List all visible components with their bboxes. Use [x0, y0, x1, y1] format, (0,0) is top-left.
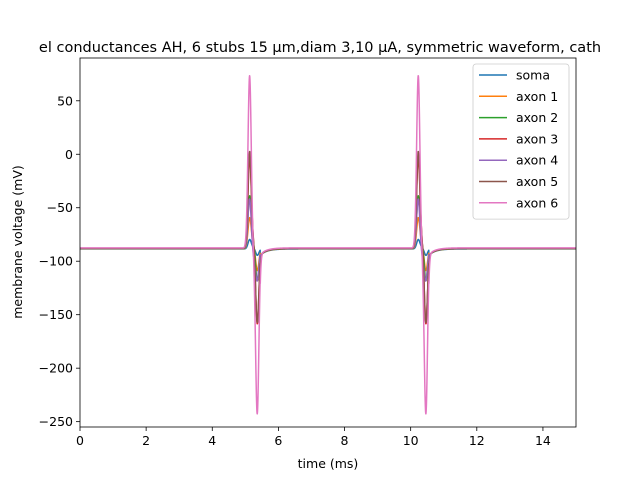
y-tick-label: −200: [39, 361, 73, 376]
legend-entry-label: soma: [516, 68, 550, 83]
y-tick-label: 50: [57, 93, 73, 108]
y-tick-label: −100: [39, 254, 73, 269]
x-tick-label: 0: [76, 433, 84, 448]
legend-entry-label: axon 5: [516, 174, 558, 189]
legend: soma axon 1 axon 2 axon 3 axon 4 axon 5 axon 6: [472, 63, 570, 220]
y-tick-label: −250: [39, 414, 73, 429]
legend-entry-label: axon 3: [516, 131, 558, 146]
legend-entry-label: axon 2: [516, 110, 558, 125]
x-tick-label: 4: [208, 433, 216, 448]
x-tick-label: 6: [274, 433, 282, 448]
axes: 0 2 4 6 8 10 12 14 −250 −200 −150 −100 −50 0 50: [39, 57, 577, 448]
legend-entry-label: axon 1: [516, 89, 558, 104]
x-tick-label: 14: [535, 433, 551, 448]
series-line-axon-1: [80, 216, 576, 272]
x-tick-label: 12: [469, 433, 485, 448]
y-tick-label: −150: [39, 307, 73, 322]
y-tick-label: 0: [65, 147, 73, 162]
y-axis-label: membrane voltage (mV): [10, 165, 25, 319]
axes-frame: [79, 57, 577, 428]
x-tick-label: 2: [142, 433, 150, 448]
x-axis-label: time (ms): [298, 456, 359, 471]
x-tick-label: 8: [341, 433, 349, 448]
y-tick-label: −50: [47, 200, 73, 215]
series-line-axon-6: [80, 74, 576, 415]
legend-box: [472, 63, 570, 220]
legend-entry-label: axon 4: [516, 153, 558, 168]
plot-area: [80, 74, 576, 415]
chart-title: el conductances AH, 6 stubs 15 µm,diam 3…: [39, 40, 601, 56]
x-tick-label: 10: [403, 433, 419, 448]
legend-entry-label: axon 6: [516, 195, 558, 210]
